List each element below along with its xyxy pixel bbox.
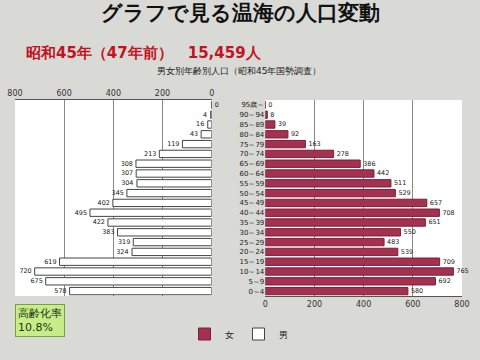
svg-text:675: 675 [30,277,42,285]
svg-text:15～19: 15～19 [239,258,264,266]
svg-text:4: 4 [203,111,207,119]
svg-text:30～34: 30～34 [239,229,264,237]
svg-text:85～89: 85～89 [239,121,264,129]
svg-text:60～64: 60～64 [239,170,264,178]
svg-text:35～39: 35～39 [239,219,264,227]
svg-text:0: 0 [209,89,214,98]
svg-text:55～59: 55～59 [239,180,264,188]
svg-text:550: 550 [404,228,416,236]
svg-text:10～14: 10～14 [239,268,264,276]
svg-text:800: 800 [7,89,22,98]
svg-text:92: 92 [291,130,299,138]
svg-text:0: 0 [268,101,272,109]
svg-text:グラフで見る温海の人口変動: グラフで見る温海の人口変動 [101,1,380,25]
svg-text:25～29: 25～29 [239,239,264,247]
svg-text:45～49: 45～49 [239,199,264,207]
svg-text:213: 213 [144,150,156,158]
svg-text:5～9: 5～9 [248,278,264,286]
svg-text:442: 442 [377,169,389,177]
svg-text:307: 307 [121,169,133,177]
svg-text:304: 304 [121,179,133,187]
svg-text:80～84: 80～84 [239,131,264,139]
svg-text:女: 女 [225,330,234,340]
svg-text:昭和45年（47年前） 15,459人: 昭和45年（47年前） 15,459人 [26,44,262,62]
svg-text:200: 200 [155,89,170,98]
svg-text:50～54: 50～54 [239,190,264,198]
svg-text:70～74: 70～74 [239,150,264,158]
svg-text:657: 657 [430,199,442,207]
svg-text:高齢化率10.8%: 高齢化率10.8% [18,307,62,334]
svg-text:男女別年齢別人口（昭和45年国勢調査）: 男女別年齢別人口（昭和45年国勢調査） [157,66,321,76]
svg-text:600: 600 [405,300,420,309]
svg-text:278: 278 [337,150,349,158]
svg-text:75～79: 75～79 [239,141,264,149]
svg-text:539: 539 [401,248,413,256]
svg-text:800: 800 [454,300,469,309]
svg-text:0: 0 [263,300,268,309]
svg-text:720: 720 [19,267,31,275]
svg-text:529: 529 [398,189,410,197]
svg-text:400: 400 [356,300,371,309]
svg-text:495: 495 [75,209,87,217]
svg-text:386: 386 [363,160,375,168]
svg-text:709: 709 [443,258,455,266]
svg-text:163: 163 [308,140,320,148]
svg-text:578: 578 [54,287,66,295]
svg-text:8: 8 [270,111,274,119]
svg-text:65～69: 65～69 [239,160,264,168]
svg-text:402: 402 [98,199,110,207]
svg-text:511: 511 [394,179,406,187]
svg-text:95歳～: 95歳～ [241,101,264,109]
svg-text:345: 345 [112,189,124,197]
svg-text:20～24: 20～24 [239,248,264,256]
svg-text:40～44: 40～44 [239,209,264,217]
svg-text:90～94: 90～94 [239,111,264,119]
svg-text:692: 692 [438,277,450,285]
svg-text:324: 324 [116,248,128,256]
svg-text:600: 600 [57,89,72,98]
svg-text:383: 383 [102,228,114,236]
svg-text:319: 319 [118,238,130,246]
svg-text:580: 580 [411,287,423,295]
svg-text:483: 483 [387,238,399,246]
svg-text:0: 0 [215,101,219,109]
svg-text:男: 男 [279,330,288,340]
svg-text:0～4: 0～4 [248,288,264,296]
svg-text:39: 39 [278,120,286,128]
svg-text:308: 308 [121,160,133,168]
svg-text:765: 765 [456,267,468,275]
svg-text:119: 119 [167,140,179,148]
svg-text:708: 708 [442,209,454,217]
svg-text:651: 651 [428,218,440,226]
svg-text:200: 200 [307,300,322,309]
svg-text:16: 16 [196,120,204,128]
svg-text:422: 422 [93,218,105,226]
svg-text:43: 43 [190,130,198,138]
svg-text:619: 619 [44,258,56,266]
svg-text:400: 400 [106,89,121,98]
